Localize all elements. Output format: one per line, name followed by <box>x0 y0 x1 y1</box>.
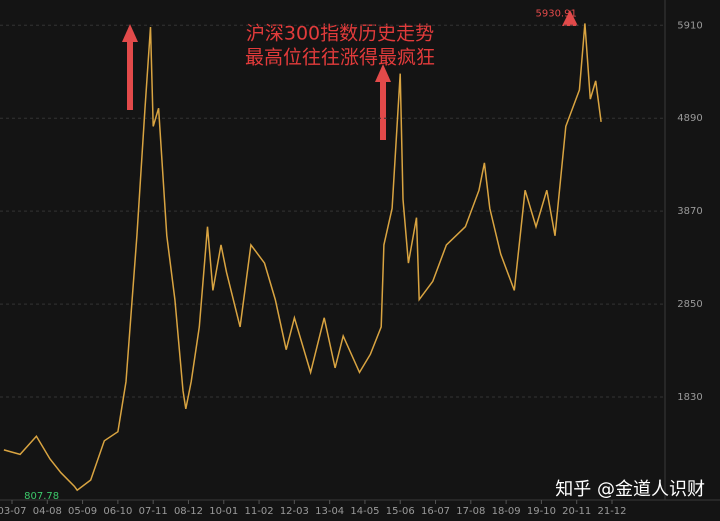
x-tick-label: 14-05 <box>350 506 379 517</box>
y-tick-label: 1830 <box>677 392 702 403</box>
x-tick-label: 04-08 <box>33 506 62 517</box>
arrows <box>122 10 578 140</box>
y-tick-label: 4890 <box>677 113 702 124</box>
y-tick-label: 3870 <box>677 206 702 217</box>
x-tick-label: 19-10 <box>527 506 556 517</box>
x-tick-label: 17-08 <box>456 506 485 517</box>
x-tick-label: 05-09 <box>68 506 97 517</box>
value-label: 5930.91 <box>535 8 576 19</box>
price-line <box>3 23 602 492</box>
x-tick-label: 18-09 <box>492 506 521 517</box>
x-tick-label: 16-07 <box>421 506 450 517</box>
arrow-head <box>562 10 578 26</box>
arrow-head <box>375 64 391 82</box>
x-tick-label: 15-06 <box>386 506 415 517</box>
x-tick-label: 11-02 <box>245 506 274 517</box>
y-tick-label: 2850 <box>677 299 702 310</box>
x-tick-label: 12-03 <box>280 506 309 517</box>
x-tick-label: 21-12 <box>597 506 626 517</box>
x-tick-label: 03-07 <box>0 506 27 517</box>
x-tick-label: 10-01 <box>209 506 238 517</box>
arrow-shaft <box>127 40 133 110</box>
chart-subtitle: 最高位往往涨得最疯狂 <box>245 47 435 69</box>
chart-title: 沪深300指数历史走势 <box>246 23 434 45</box>
x-tick-label: 08-12 <box>174 506 203 517</box>
x-tick-label: 13-04 <box>315 506 344 517</box>
arrow-head <box>122 24 138 42</box>
x-tick-label: 20-11 <box>562 506 591 517</box>
y-tick-label: 5910 <box>677 20 702 31</box>
watermark: 知乎 @金道人识财 <box>555 479 705 500</box>
value-label: 807.78 <box>24 491 59 502</box>
x-tick-label: 07-11 <box>139 506 168 517</box>
arrow-shaft <box>380 80 386 140</box>
x-tick-label: 06-10 <box>103 506 132 517</box>
